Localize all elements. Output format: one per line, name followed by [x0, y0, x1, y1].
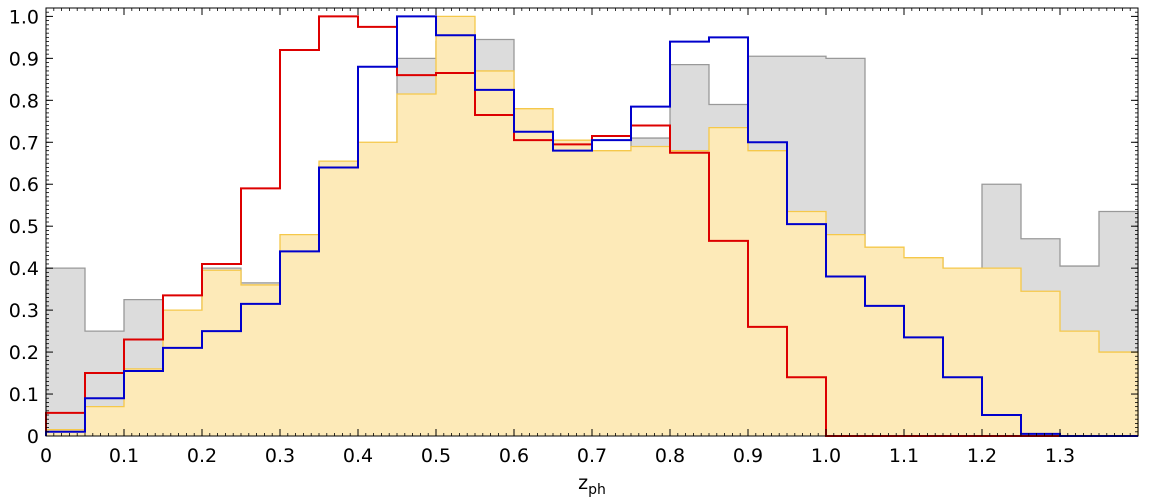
histogram-bar — [982, 268, 1022, 436]
histogram-bar — [124, 368, 164, 436]
x-axis-title: zph — [578, 472, 606, 498]
histogram-bar — [85, 406, 125, 436]
x-axis-title-main: z — [578, 472, 588, 494]
y-tick-label: 0.1 — [9, 384, 39, 406]
histogram-bar — [280, 234, 320, 436]
histogram-bar — [670, 150, 710, 436]
histogram-bar — [358, 142, 398, 436]
histogram-bar — [397, 94, 437, 437]
histogram-bar — [904, 257, 944, 436]
x-tick-label: 0.9 — [733, 445, 763, 467]
x-tick-label: 0.8 — [655, 445, 685, 467]
histogram-bar — [475, 70, 515, 437]
histogram-bar — [631, 146, 671, 436]
histogram-bar — [436, 16, 476, 437]
histogram-bar — [514, 108, 554, 437]
x-axis-ticks: 0 0.1 0.2 0.3 0.4 0.5 0.6 0.7 0.8 0.9 1.0 1.1 1.2 1.3 — [40, 8, 1075, 467]
histogram-bar — [865, 247, 905, 436]
histogram-bar — [592, 150, 632, 436]
y-tick-label: 0.8 — [9, 90, 39, 112]
y-tick-label: 0.6 — [9, 174, 39, 196]
histogram-bar — [46, 429, 86, 436]
y-tick-label: 0.4 — [9, 258, 39, 280]
x-tick-label: 1.1 — [889, 445, 919, 467]
histogram-bar — [319, 161, 359, 436]
x-tick-label: 0.2 — [187, 445, 217, 467]
x-tick-label: 0.5 — [421, 445, 451, 467]
series-layer — [45, 15, 1139, 437]
histogram-bar — [787, 211, 827, 436]
y-tick-label: 0 — [27, 426, 39, 448]
x-tick-label: 0.4 — [343, 445, 373, 467]
histogram-bar — [826, 234, 866, 436]
x-tick-label: 0.3 — [265, 445, 295, 467]
histogram-series-2 — [45, 15, 1139, 437]
histogram-bar — [163, 310, 203, 436]
y-tick-label: 0.5 — [9, 216, 39, 238]
x-tick-label: 0.7 — [577, 445, 607, 467]
y-tick-label: 0.9 — [9, 48, 39, 70]
histogram-bar — [1060, 331, 1100, 436]
x-tick-label: 0 — [40, 445, 52, 467]
x-tick-label: 1.0 — [811, 445, 841, 467]
histogram-bar — [241, 284, 281, 436]
histogram-step-line — [45, 15, 1138, 437]
y-tick-label: 0.2 — [9, 342, 39, 364]
x-tick-label: 1.3 — [1045, 445, 1075, 467]
x-tick-label: 0.6 — [499, 445, 529, 467]
histogram-bar — [709, 127, 749, 437]
histogram-bar — [202, 270, 242, 436]
y-axis-ticks: 0 0.1 0.2 0.3 0.4 0.5 0.6 0.7 0.8 0.9 1.0 — [9, 6, 1138, 448]
histogram-bar — [1021, 291, 1061, 436]
y-tick-label: 0.3 — [9, 300, 39, 322]
histogram-bar — [553, 140, 593, 437]
histogram-series-4 — [45, 15, 1138, 437]
x-tick-label: 1.2 — [967, 445, 997, 467]
x-tick-label: 0.1 — [109, 445, 139, 467]
y-tick-label: 0.7 — [9, 132, 39, 154]
x-axis-title-subscript: ph — [588, 482, 606, 498]
histogram-bar — [748, 150, 788, 436]
histogram-bar — [943, 268, 983, 436]
y-tick-label: 1.0 — [9, 6, 39, 28]
